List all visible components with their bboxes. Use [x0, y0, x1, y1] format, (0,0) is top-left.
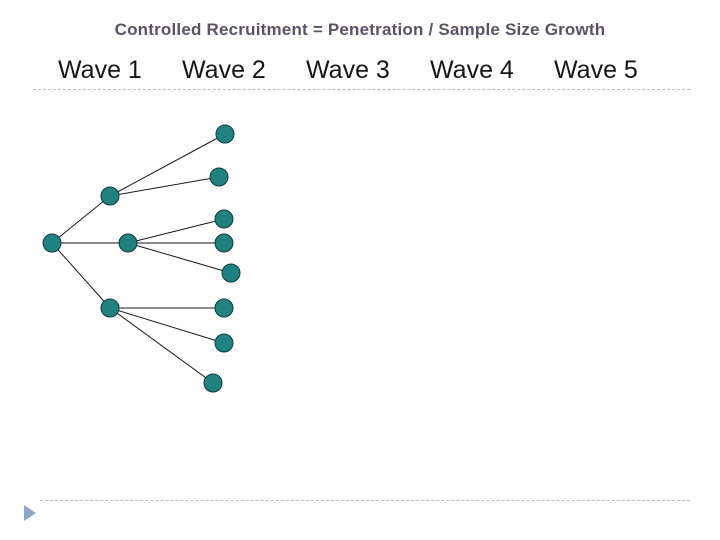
tree-edge-w1-1-w2-3 [51, 242, 111, 309]
tree-edge-w1-1-w2-1 [51, 195, 111, 244]
tree-node-w3-3 [214, 209, 234, 229]
footer-divider-line [40, 500, 690, 501]
tree-edge-w2-1-w3-1 [109, 133, 226, 197]
slide-advance-triangle-icon [24, 505, 36, 521]
tree-node-w3-5 [221, 263, 241, 283]
tree-node-w2-3 [100, 298, 120, 318]
wave-header-1: Wave 1 [58, 56, 142, 84]
tree-edge-w2-3-w3-7 [109, 307, 225, 344]
tree-node-w3-6 [214, 298, 234, 318]
tree-node-w2-1 [100, 186, 120, 206]
tree-edge-w2-3-w3-8 [109, 307, 214, 384]
tree-node-w3-8 [203, 373, 223, 393]
wave-header-3: Wave 3 [306, 56, 390, 84]
tree-edge-w2-2-w3-3 [127, 218, 225, 244]
tree-node-w3-4 [214, 233, 234, 253]
tree-node-w1-1 [42, 233, 62, 253]
wave-header-2: Wave 2 [182, 56, 266, 84]
wave-header-4: Wave 4 [430, 56, 514, 84]
tree-edge-w2-2-w3-5 [127, 242, 232, 274]
tree-node-w3-1 [215, 124, 235, 144]
wave-header-5: Wave 5 [554, 56, 638, 84]
tree-node-w3-2 [209, 167, 229, 187]
slide-title: Controlled Recruitment = Penetration / S… [114, 20, 606, 39]
header-divider-line [33, 89, 690, 90]
tree-node-w2-2 [118, 233, 138, 253]
tree-edge-w2-1-w3-2 [109, 176, 220, 197]
wave-header-row: Wave 1 Wave 2 Wave 3 Wave 4 Wave 5 [58, 57, 678, 83]
tree-node-w3-7 [214, 333, 234, 353]
